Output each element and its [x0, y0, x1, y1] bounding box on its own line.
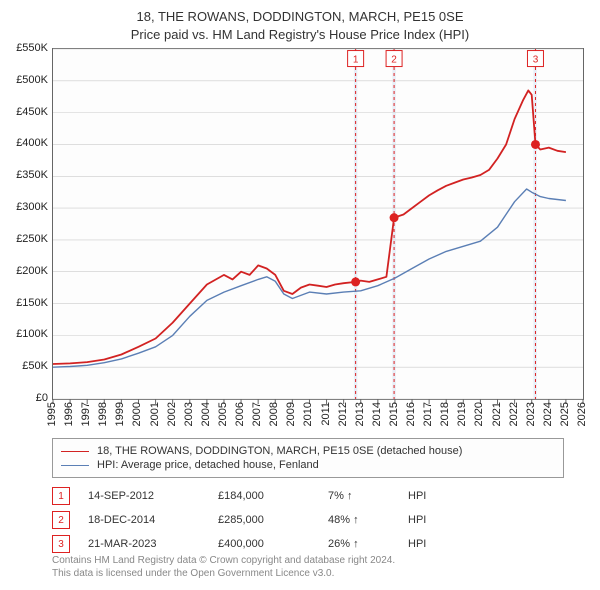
x-tick-label: 2019	[456, 402, 468, 426]
y-tick-label: £350K	[16, 169, 48, 181]
svg-text:2: 2	[391, 55, 397, 66]
event-date: 21-MAR-2023	[88, 538, 218, 550]
y-tick-label: £200K	[16, 265, 48, 277]
event-ref: HPI	[408, 490, 562, 502]
y-tick-label: £250K	[16, 233, 48, 245]
title-line-2: Price paid vs. HM Land Registry's House …	[0, 26, 600, 44]
event-pct: 48% ↑	[328, 514, 408, 526]
x-tick-label: 2003	[183, 402, 195, 426]
event-price: £285,000	[218, 514, 328, 526]
x-tick-label: 1995	[46, 402, 58, 426]
x-tick-label: 2005	[217, 402, 229, 426]
y-tick-label: £500K	[16, 74, 48, 86]
x-tick-label: 2000	[131, 402, 143, 426]
event-price: £400,000	[218, 538, 328, 550]
x-tick-label: 2015	[388, 402, 400, 426]
x-tick-label: 1999	[114, 402, 126, 426]
chart-container: 18, THE ROWANS, DODDINGTON, MARCH, PE15 …	[0, 0, 600, 590]
event-date: 14-SEP-2012	[88, 490, 218, 502]
event-row: 1 14-SEP-2012 £184,000 7% ↑ HPI	[52, 484, 562, 508]
x-tick-label: 2011	[320, 402, 332, 426]
x-tick-label: 2002	[166, 402, 178, 426]
title-line-1: 18, THE ROWANS, DODDINGTON, MARCH, PE15 …	[0, 8, 600, 26]
event-marker: 1	[52, 487, 70, 505]
legend-label: 18, THE ROWANS, DODDINGTON, MARCH, PE15 …	[97, 445, 462, 457]
events-table: 1 14-SEP-2012 £184,000 7% ↑ HPI 2 18-DEC…	[52, 484, 562, 556]
x-tick-label: 2025	[559, 402, 571, 426]
event-ref: HPI	[408, 538, 562, 550]
x-tick-label: 1996	[63, 402, 75, 426]
event-pct: 7% ↑	[328, 490, 408, 502]
event-marker: 3	[52, 535, 70, 553]
x-tick-label: 2009	[285, 402, 297, 426]
x-tick-label: 2008	[268, 402, 280, 426]
legend-swatch	[61, 465, 89, 466]
credit-line-2: This data is licensed under the Open Gov…	[52, 567, 572, 580]
y-tick-label: £300K	[16, 201, 48, 213]
x-tick-label: 2010	[302, 402, 314, 426]
event-row: 2 18-DEC-2014 £285,000 48% ↑ HPI	[52, 508, 562, 532]
x-tick-label: 2007	[251, 402, 263, 426]
x-tick-label: 2022	[508, 402, 520, 426]
credit-line-1: Contains HM Land Registry data © Crown c…	[52, 554, 572, 567]
legend-item: 18, THE ROWANS, DODDINGTON, MARCH, PE15 …	[61, 444, 555, 458]
x-tick-label: 2012	[337, 402, 349, 426]
plot-svg: 1 2 3	[53, 49, 583, 399]
x-tick-label: 2001	[149, 402, 161, 426]
x-tick-label: 2006	[234, 402, 246, 426]
event-date: 18-DEC-2014	[88, 514, 218, 526]
x-tick-label: 2016	[405, 402, 417, 426]
y-tick-label: £550K	[16, 42, 48, 54]
chart-title: 18, THE ROWANS, DODDINGTON, MARCH, PE15 …	[0, 0, 600, 43]
x-tick-label: 2014	[371, 402, 383, 426]
y-tick-label: £400K	[16, 137, 48, 149]
plot-area: 1 2 3	[52, 48, 584, 400]
x-tick-label: 2026	[576, 402, 588, 426]
x-tick-label: 2013	[354, 402, 366, 426]
legend-swatch	[61, 451, 89, 452]
x-tick-label: 1998	[97, 402, 109, 426]
x-tick-label: 2018	[439, 402, 451, 426]
legend-label: HPI: Average price, detached house, Fenl…	[97, 459, 319, 471]
y-tick-label: £100K	[16, 328, 48, 340]
event-price: £184,000	[218, 490, 328, 502]
legend-item: HPI: Average price, detached house, Fenl…	[61, 458, 555, 472]
svg-text:3: 3	[533, 55, 539, 66]
credit-text: Contains HM Land Registry data © Crown c…	[52, 554, 572, 580]
event-marker: 2	[52, 511, 70, 529]
event-ref: HPI	[408, 514, 562, 526]
x-tick-label: 2024	[542, 402, 554, 426]
x-tick-label: 2017	[422, 402, 434, 426]
x-tick-label: 2023	[525, 402, 537, 426]
y-tick-label: £450K	[16, 106, 48, 118]
event-row: 3 21-MAR-2023 £400,000 26% ↑ HPI	[52, 532, 562, 556]
legend: 18, THE ROWANS, DODDINGTON, MARCH, PE15 …	[52, 438, 564, 478]
x-tick-label: 2004	[200, 402, 212, 426]
event-pct: 26% ↑	[328, 538, 408, 550]
x-tick-label: 1997	[80, 402, 92, 426]
svg-text:1: 1	[353, 55, 359, 66]
x-tick-label: 2021	[491, 402, 503, 426]
y-tick-label: £50K	[22, 360, 48, 372]
y-tick-label: £150K	[16, 297, 48, 309]
x-tick-label: 2020	[473, 402, 485, 426]
